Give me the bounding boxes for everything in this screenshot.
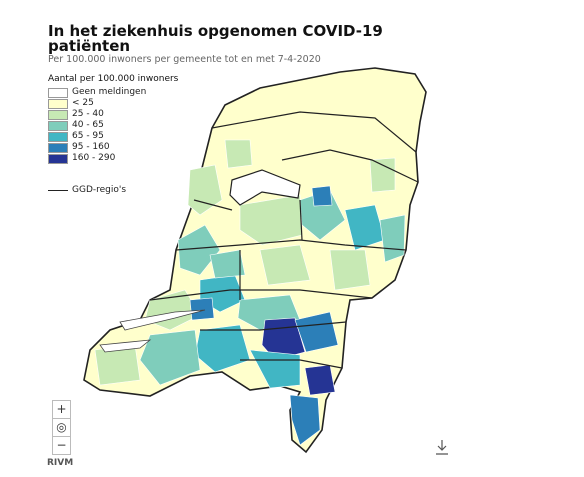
legend-label: 40 - 65	[72, 120, 104, 130]
country-base	[83, 67, 427, 454]
legend-label: 65 - 95	[72, 131, 104, 141]
zoom-in-button[interactable]: +	[52, 400, 71, 419]
download-icon[interactable]	[436, 440, 448, 455]
legend-line-swatch	[48, 190, 68, 191]
legend-label: 160 - 290	[72, 153, 116, 163]
locate-button[interactable]: ◎	[52, 418, 71, 437]
legend-label: Geen meldingen	[72, 87, 147, 97]
legend-swatch	[48, 99, 68, 109]
legend-swatch	[48, 88, 68, 98]
title-line: In het ziekenhuis opgenomen COVID-19	[48, 22, 383, 40]
legend-line-label: GGD-regio's	[72, 185, 127, 195]
legend-title: Aantal per 100.000 inwoners	[48, 74, 179, 84]
legend-swatch	[48, 110, 68, 120]
water-ijsselmeer	[229, 169, 301, 206]
water-rivers	[99, 309, 206, 353]
legend-swatch	[48, 143, 68, 153]
legend-swatch	[48, 121, 68, 131]
municipality-patches	[94, 139, 406, 446]
legend-swatch	[48, 154, 68, 164]
zoom-out-button[interactable]: −	[52, 436, 71, 455]
legend-label: < 25	[72, 98, 94, 108]
title-line: patiënten	[48, 37, 131, 55]
ggd-region-lines	[149, 111, 419, 369]
legend-label: 95 - 160	[72, 142, 110, 152]
subtitle: Per 100.000 inwoners per gemeente tot en…	[48, 54, 321, 65]
legend-swatch	[48, 132, 68, 142]
legend-label: 25 - 40	[72, 109, 104, 119]
source: RIVM	[47, 458, 74, 468]
